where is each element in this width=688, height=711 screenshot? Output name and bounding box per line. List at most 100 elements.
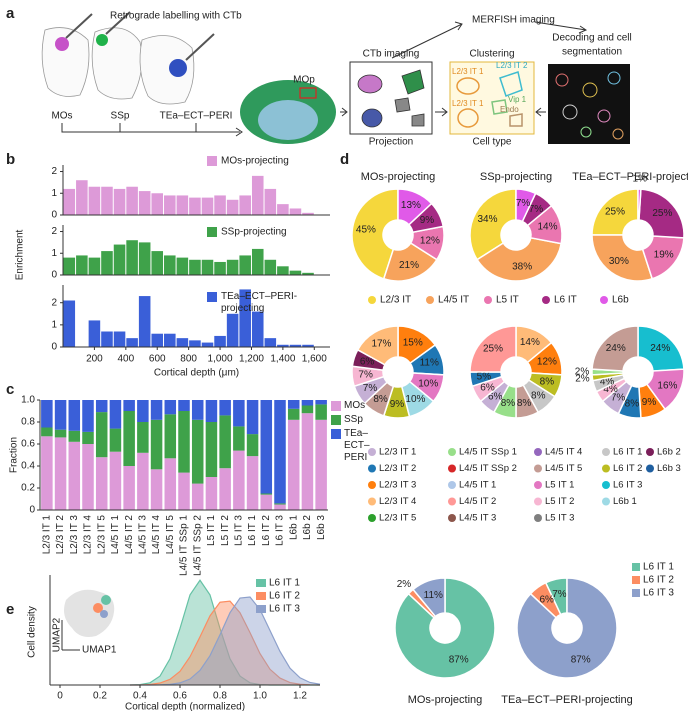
brain-3d [258,100,318,140]
bar-segment [95,412,108,458]
legend-label: L4/5 IT 2 [459,496,496,507]
legend-label: MOs [344,400,366,411]
legend-swatch [632,589,640,597]
x-tick-label: L5 IT 1 [206,515,217,546]
bar-segment [191,400,204,420]
cluster-box [449,61,535,135]
y-tick-label: 0 [51,342,57,353]
y-tick-label: 0.8 [21,417,35,428]
bar [189,259,201,275]
slice-label: 10% [405,394,425,405]
slice-label: 17% [371,339,391,350]
slice-label: 7% [358,370,373,381]
slice-label: 8% [625,399,640,410]
slice-label: 2% [575,367,590,378]
legend-label: L4/5 IT SSp 1 [459,447,517,458]
legend-label: L4/5 IT 1 [459,480,496,491]
legend-dot [534,514,542,522]
bar-segment [205,477,218,510]
y-tick-label: 0.6 [21,439,35,450]
bar [226,313,239,347]
slice-label: 38% [512,262,532,273]
slice-label: 11% [420,358,439,369]
bar [126,338,138,347]
legend-label: L4/5 IT 4 [545,447,582,458]
legend-dot [448,448,456,456]
slice-label: 7% [516,198,531,209]
bar-segment [150,469,163,510]
bar-segment [68,441,81,510]
slice-label: 30% [609,256,629,267]
bar [214,261,226,275]
slice-label: 4% [600,377,615,388]
pie-slice [412,577,446,618]
bar-segment [54,429,67,438]
bar-segment [95,400,108,413]
bar [63,188,76,215]
pie-slice [637,188,642,221]
bar-segment [219,400,231,416]
slice-label: 14% [537,222,557,233]
legend-label: L6 IT 2 [643,575,674,586]
legend-label: L6 IT 1 [269,578,300,589]
pie-slice [591,234,654,282]
bar-segment [301,413,314,510]
pie-slice [394,577,496,679]
cluster-label: L2/3 IT 1 [452,67,484,76]
slice-label: 87% [449,654,469,665]
bar-segment [233,426,245,451]
bar [76,180,88,215]
slice-label: 15% [403,338,423,349]
bar [88,257,101,275]
bar [176,195,189,215]
pie-title: TEa–ECT–PERI-projecting [501,694,632,706]
bar-segment [315,400,327,405]
x-tick-label: L4/5 IT 1 [110,515,121,555]
bar [226,259,239,275]
bar [239,255,251,275]
bar-segment [164,400,177,415]
x-tick-label: L6 IT 3 [275,515,286,546]
x-tick-label: 1,600 [302,354,327,365]
legend-dot [542,296,550,304]
bar-segment [109,451,122,510]
umap-axes [61,620,80,651]
slice-label: 12% [420,236,440,247]
slice-label: 9% [390,399,405,410]
y-tick-label: 0.2 [21,483,35,494]
cluster-label: L2/3 IT 2 [496,61,528,70]
bar [239,289,251,347]
bar [264,259,277,275]
slice-label: 4% [603,384,618,395]
legend-dot [368,497,376,506]
bar [164,195,176,215]
bar-segment [233,450,245,510]
slice-label: 14% [520,337,540,348]
pie-slice [591,188,639,236]
x-axis-label: Cortical depth (normalized) [125,702,245,711]
legend-swatch [207,227,217,237]
slice-label: 16% [657,380,677,391]
slice-label: 45% [356,225,376,236]
bar-segment [150,419,163,470]
x-tick-label: 0.8 [213,691,227,702]
site-label: SSp [111,111,130,122]
legend-swatch [256,605,266,613]
bar-segment [164,414,177,459]
legend-dot [368,448,376,456]
slice-label: 9% [420,215,435,226]
legend-dot [368,464,376,473]
y-tick-label: 2 [51,166,57,177]
bar-segment [54,400,67,430]
bar-segment [41,436,53,510]
pie-slice [397,188,433,226]
x-tick-label: L4/5 IT 3 [137,515,148,555]
bar [63,300,76,347]
bar-segment [123,466,135,510]
bar-segment [260,493,273,495]
slice-label: 21% [399,260,419,271]
bar [164,255,176,275]
legend-label: L2/3 IT 1 [379,447,416,458]
bar [151,333,164,347]
merfish-image [548,64,630,144]
